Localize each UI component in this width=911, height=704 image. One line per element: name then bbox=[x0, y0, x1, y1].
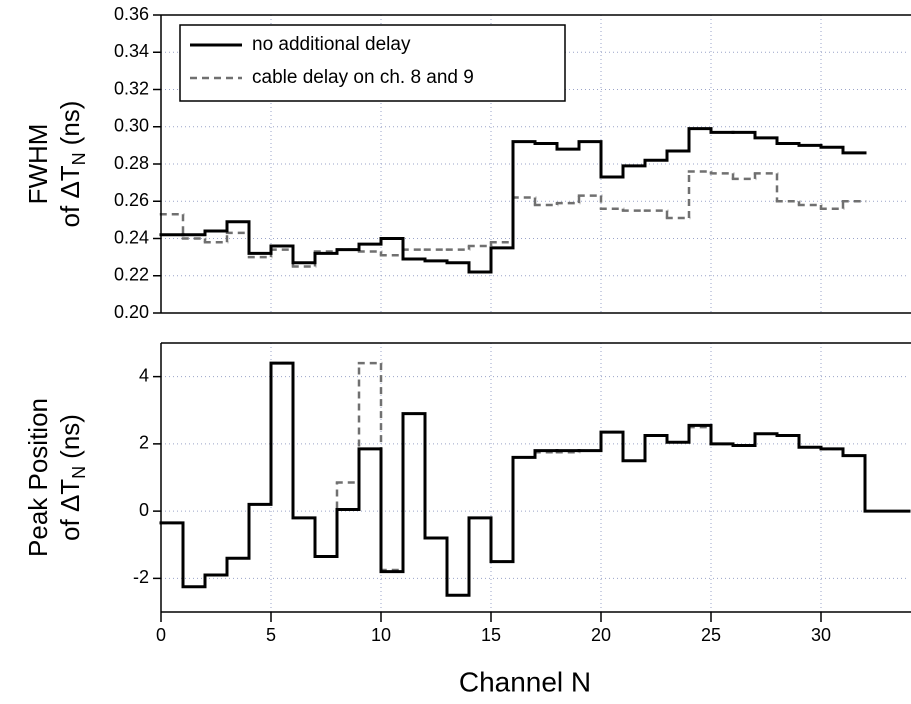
y-tick-label: 0.26 bbox=[114, 190, 149, 210]
x-tick-label: 25 bbox=[701, 625, 721, 645]
legend-label: no additional delay bbox=[252, 34, 411, 55]
y-axis-label-part: of ΔT bbox=[55, 479, 85, 541]
y-axis-label-unit: (ns) bbox=[55, 414, 85, 459]
y-tick-label: 0.32 bbox=[114, 78, 149, 98]
x-tick-label: 0 bbox=[156, 625, 166, 645]
y-axis-label: of ΔTN (ns) bbox=[55, 414, 89, 541]
y-tick-label: 0.20 bbox=[114, 302, 149, 322]
y-tick-label: 0.30 bbox=[114, 116, 149, 136]
x-tick-label: 30 bbox=[811, 625, 831, 645]
y-tick-label: 0.34 bbox=[114, 41, 149, 61]
x-tick-label: 15 bbox=[481, 625, 501, 645]
y-tick-label: 0.36 bbox=[114, 4, 149, 24]
y-axis-label: Peak Position bbox=[23, 398, 53, 557]
legend-label: cable delay on ch. 8 and 9 bbox=[252, 67, 474, 88]
y-tick-label: 0.28 bbox=[114, 153, 149, 173]
x-axis-label: Channel N bbox=[459, 666, 591, 697]
x-tick-label: 20 bbox=[591, 625, 611, 645]
y-axis-label: FWHM bbox=[23, 124, 53, 205]
x-tick-label: 10 bbox=[371, 625, 391, 645]
legend-box bbox=[179, 24, 566, 102]
y-tick-label: 0.22 bbox=[114, 265, 149, 285]
y-tick-label: 4 bbox=[139, 365, 149, 385]
x-tick-label: 5 bbox=[266, 625, 276, 645]
y-tick-label: -2 bbox=[133, 567, 149, 587]
y-axis-label-sub: N bbox=[69, 466, 89, 479]
y-tick-label: 2 bbox=[139, 433, 149, 453]
y-tick-label: 0.24 bbox=[114, 227, 149, 247]
y-tick-label: 0 bbox=[139, 500, 149, 520]
y-axis-label-unit: (ns) bbox=[55, 101, 85, 146]
y-axis-label: of ΔTN (ns) bbox=[55, 101, 89, 228]
y-axis-label-sub: N bbox=[69, 152, 89, 165]
y-axis-label-part: of ΔT bbox=[55, 165, 85, 227]
